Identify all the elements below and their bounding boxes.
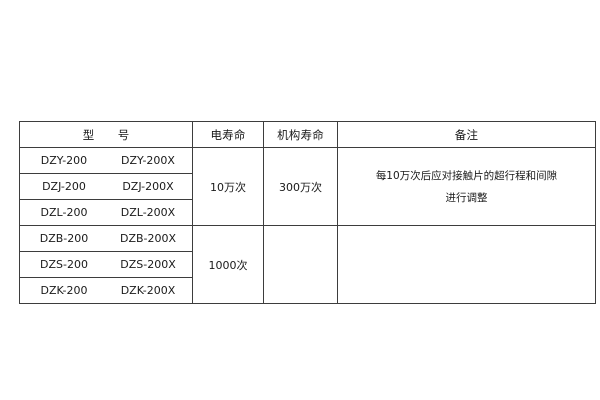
column-header-electrical-life: 电寿命 (192, 121, 264, 148)
mechanical-life-cell (263, 225, 338, 304)
table-row: DZS-200 DZS-200X (19, 251, 596, 278)
model-cell: DZL-200 DZL-200X (19, 199, 193, 226)
remark-line: 每10万次后应对接触片的超行程和间隙 (375, 169, 558, 182)
model-code-variant: DZS-200X (120, 258, 176, 271)
mechanical-life-cell: 300万次 (263, 147, 338, 226)
electrical-life-cell: 1000次 (192, 225, 264, 304)
model-code-variant: DZJ-200X (122, 180, 174, 193)
model-code-variant: DZK-200X (120, 284, 176, 297)
model-cell: DZJ-200 DZJ-200X (19, 173, 193, 200)
table-row: DZL-200 DZL-200X (19, 199, 596, 226)
column-header-mechanical-life: 机构寿命 (263, 121, 338, 148)
model-code-primary: DZK-200 (40, 284, 88, 297)
table-row: DZY-200 DZY-200X 10万次 300万次 每10万次后应对接触片的… (19, 147, 596, 226)
model-code-variant: DZY-200X (121, 154, 175, 167)
column-header-model-label: 型 号 (82, 127, 136, 142)
model-cell: DZS-200 DZS-200X (19, 251, 193, 278)
table-row: DZB-200 DZB-200X 1000次 (19, 225, 596, 304)
model-code-primary: DZB-200 (39, 232, 89, 245)
column-header-remark: 备注 (337, 121, 596, 148)
model-code-primary: DZJ-200 (42, 180, 86, 193)
remark-cell: 每10万次后应对接触片的超行程和间隙 进行调整 (337, 147, 596, 226)
electrical-life-cell: 10万次 (192, 147, 264, 226)
table-row: DZJ-200 DZJ-200X (19, 173, 596, 200)
table-row: DZK-200 DZK-200X (19, 277, 596, 304)
model-cell: DZB-200 DZB-200X (19, 225, 193, 252)
specification-table: 型 号 电寿命 机构寿命 备注 DZY-200 DZY-200X (19, 121, 596, 304)
specification-table-container: 型 号 电寿命 机构寿命 备注 DZY-200 DZY-200X (19, 121, 596, 304)
model-code-variant: DZB-200X (119, 232, 177, 245)
model-cell: DZK-200 DZK-200X (19, 277, 193, 304)
model-code-variant: DZL-200X (120, 206, 176, 219)
model-cell: DZY-200 DZY-200X (19, 147, 193, 174)
table-header-row: 型 号 电寿命 机构寿命 备注 (19, 121, 596, 148)
model-code-primary: DZS-200 (40, 258, 88, 271)
remark-line: 进行调整 (445, 191, 488, 204)
model-code-primary: DZY-200 (40, 154, 88, 167)
model-code-primary: DZL-200 (40, 206, 88, 219)
remark-cell (337, 225, 596, 304)
column-header-model: 型 号 (19, 121, 193, 148)
